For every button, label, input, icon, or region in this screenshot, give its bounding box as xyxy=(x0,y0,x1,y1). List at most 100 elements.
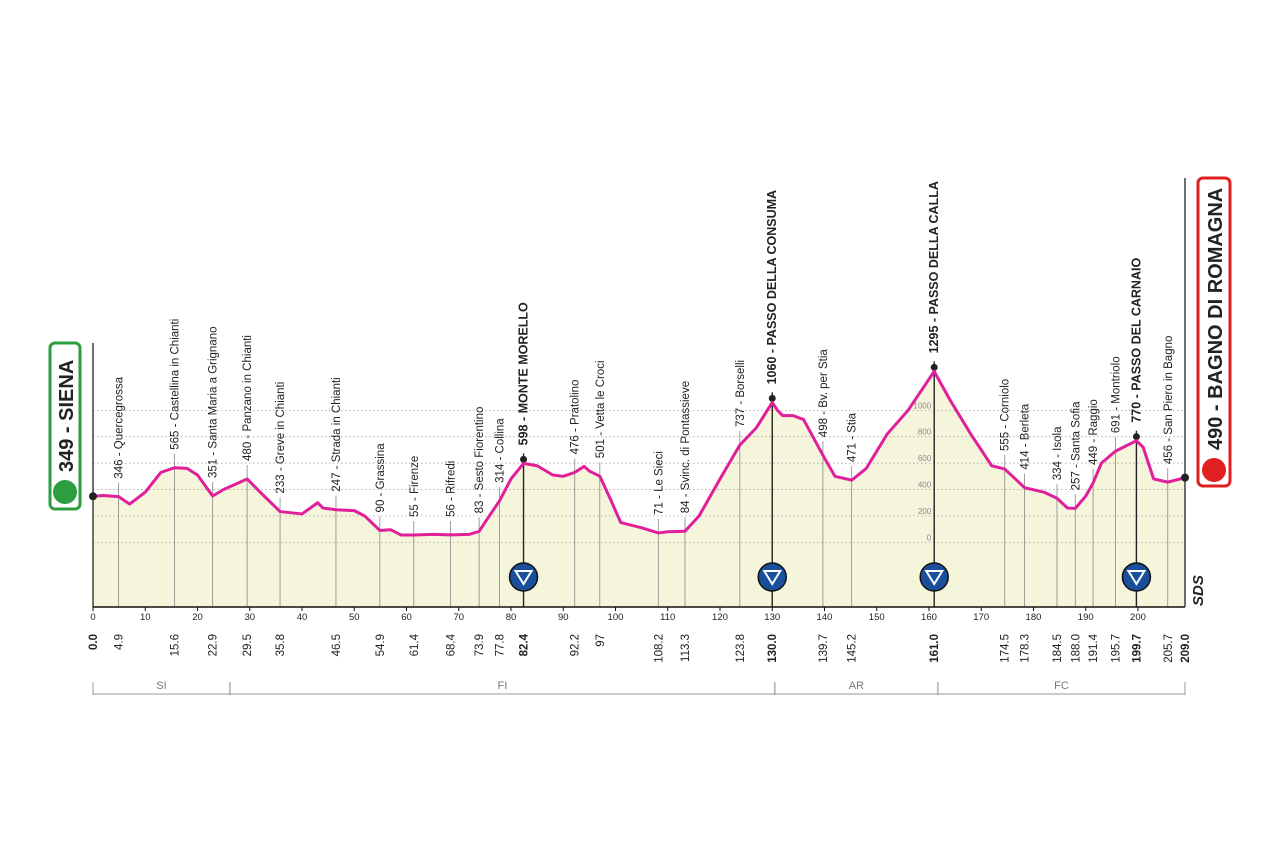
waypoint-label: 351 - Santa Maria a Grignano xyxy=(208,326,220,478)
kom-triangle xyxy=(513,570,534,586)
x-tick-label: 110 xyxy=(660,612,675,623)
km-label: 130.0 xyxy=(767,634,779,663)
km-label: 123.8 xyxy=(735,634,747,663)
km-label: 205.7 xyxy=(1163,634,1175,663)
x-tick-label: 160 xyxy=(921,612,937,623)
waypoint-label: 456 - San Piero in Bagno xyxy=(1163,336,1175,465)
start-icon xyxy=(53,480,77,504)
km-label: 29.5 xyxy=(242,634,254,656)
km-label: 178.3 xyxy=(1020,634,1032,663)
waypoint-label: 71 - Le Sieci xyxy=(653,451,665,515)
x-tick-label: 90 xyxy=(558,612,569,623)
x-tick-label: 130 xyxy=(764,612,780,623)
kom-triangle xyxy=(924,570,944,586)
start-dot xyxy=(89,492,97,501)
waypoint-label: 471 - Stia xyxy=(847,412,859,462)
x-tick-label: 80 xyxy=(506,612,517,623)
y-tick-label: 600 xyxy=(918,454,932,463)
waypoint-label: 598 - MONTE MORELLO xyxy=(517,302,531,445)
y-tick-label: 800 xyxy=(918,428,932,437)
y-tick-label: 800 xyxy=(918,428,932,437)
finish-icon xyxy=(1202,458,1226,482)
waypoint-label: 737 - Borselli xyxy=(735,360,747,427)
province-label: FI xyxy=(497,680,507,692)
waypoint-label: 84 - Svinc. di Pontassieve xyxy=(680,381,692,513)
y-tick-label: 200 xyxy=(918,507,932,516)
waypoint-label: 314 - Collina xyxy=(494,418,506,483)
start-box xyxy=(48,341,82,511)
waypoint-label: 334 - Isola xyxy=(1052,426,1064,480)
x-tick-label: 180 xyxy=(1026,612,1042,623)
summit-dot xyxy=(1132,433,1140,441)
waypoint-label: 90 - Grassina xyxy=(375,443,387,513)
km-label: 191.4 xyxy=(1088,633,1100,662)
y-tick-label: 400 xyxy=(918,481,932,490)
y-tick-label: 200 xyxy=(918,507,932,516)
km-label: 46.5 xyxy=(331,634,343,656)
waypoint-label: 414 - Berleta xyxy=(1020,403,1032,469)
waypoint-label: 1060 - PASSO DELLA CONSUMA xyxy=(765,190,779,384)
y-tick-label: 1000 xyxy=(913,401,931,410)
km-label: 15.6 xyxy=(170,634,182,656)
waypoint-label: 691 - Montriolo xyxy=(1111,356,1123,433)
km-label: 195.7 xyxy=(1111,634,1123,663)
waypoint-label: 55 - Firenze xyxy=(409,456,421,517)
km-label: 188.0 xyxy=(1070,634,1082,663)
waypoint-label: 501 - Vetta le Croci xyxy=(595,360,607,458)
waypoint-label: 770 - PASSO DEL CARNAIO xyxy=(1129,258,1143,423)
finish-label: 490 - BAGNO DI ROMAGNA xyxy=(1205,188,1227,450)
km-label: 68.4 xyxy=(445,633,457,656)
x-tick-label: 70 xyxy=(453,612,464,623)
x-tick-label: 200 xyxy=(1130,612,1146,623)
x-tick-label: 120 xyxy=(712,612,728,623)
province-label: AR xyxy=(849,680,864,692)
waypoint-label: 555 - Corniolo xyxy=(1000,379,1012,451)
waypoint-label: 480 - Panzano in Chianti xyxy=(242,335,254,461)
km-label: 77.8 xyxy=(494,634,506,656)
waypoint-label: 247 - Strada in Chianti xyxy=(331,377,343,491)
km-label: 97 xyxy=(595,634,607,647)
x-tick-label: 100 xyxy=(608,612,624,623)
x-tick-label: 0 xyxy=(90,612,95,623)
waypoint-label: 476 - Pratolino xyxy=(570,380,582,455)
km-label: 108.2 xyxy=(653,634,665,663)
summit-dot xyxy=(930,363,938,371)
province-label: SI xyxy=(156,680,166,692)
km-label: 73.9 xyxy=(474,634,486,656)
summit-dot xyxy=(768,394,776,402)
y-tick-label: 600 xyxy=(918,454,932,463)
x-tick-label: 30 xyxy=(244,612,255,623)
waypoint-label: 1295 - PASSO DELLA CALLA xyxy=(927,181,941,353)
km-label: 184.5 xyxy=(1052,634,1064,663)
km-label: 161.0 xyxy=(929,634,941,663)
x-tick-label: 50 xyxy=(349,612,360,623)
waypoint-label: 257 - Santa Sofia xyxy=(1070,401,1082,490)
km-label: 22.9 xyxy=(208,634,220,656)
km-label: 199.7 xyxy=(1131,634,1143,663)
x-tick-label: 20 xyxy=(192,612,203,623)
y-tick-label: 400 xyxy=(918,481,932,490)
profile-line xyxy=(92,369,1186,537)
km-label: 4.9 xyxy=(114,634,126,650)
km-label: 113.3 xyxy=(680,634,692,662)
km-label: 145.2 xyxy=(847,634,859,663)
waypoint-label: 346 - Quercegrossa xyxy=(114,376,126,478)
x-tick-label: 150 xyxy=(869,612,885,623)
kom-triangle xyxy=(762,570,783,586)
province-label: FC xyxy=(1054,680,1069,692)
km-label: 92.2 xyxy=(570,634,582,656)
waypoint-label: 565 - Castellina in Chianti xyxy=(170,319,182,450)
logo: SDS xyxy=(1190,575,1207,606)
x-tick-label: 170 xyxy=(973,612,989,623)
y-tick-label: 0 xyxy=(927,533,932,542)
waypoint-label: 233 - Greve in Chianti xyxy=(275,382,287,494)
waypoint-label: 56 - Rifredi xyxy=(445,461,457,517)
summit-dot xyxy=(520,455,528,463)
y-tick-label: 0 xyxy=(927,533,932,542)
profile-area xyxy=(93,371,1185,607)
km-label: 0.0 xyxy=(88,634,100,650)
km-label: 54.9 xyxy=(375,634,387,656)
x-tick-label: 40 xyxy=(297,612,308,623)
